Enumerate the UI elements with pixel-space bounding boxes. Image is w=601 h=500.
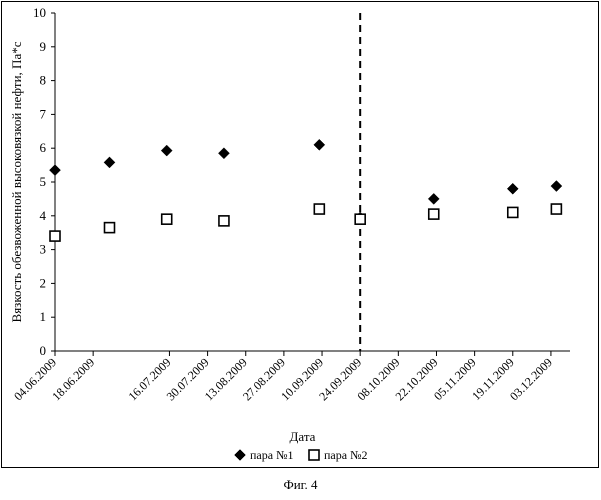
series-2-point: [104, 223, 114, 233]
chart-svg: 01234567891004.06.200918.06.200916.07.20…: [0, 0, 601, 470]
figure-caption: Фиг. 4: [0, 477, 601, 493]
y-tick-label: 7: [40, 106, 47, 121]
x-axis-title: Дата: [290, 429, 316, 444]
y-tick-label: 6: [40, 140, 47, 155]
y-tick-label: 1: [40, 309, 47, 324]
outer-frame: [2, 2, 599, 468]
series-1-point: [218, 148, 229, 159]
y-tick-label: 5: [40, 174, 47, 189]
series-2-point: [551, 204, 561, 214]
series-1-point: [50, 165, 61, 176]
y-tick-label: 3: [40, 242, 47, 257]
series-1-point: [104, 157, 115, 168]
series-2-point: [219, 216, 229, 226]
y-tick-label: 9: [40, 39, 47, 54]
y-tick-label: 8: [40, 73, 47, 88]
series-2-point: [314, 204, 324, 214]
y-tick-label: 2: [40, 275, 47, 290]
legend-label-series-1: пара №1: [250, 448, 294, 462]
legend-marker-series-1: [235, 450, 246, 461]
series-2-point: [50, 231, 60, 241]
series-2-point: [162, 214, 172, 224]
series-1-point: [161, 145, 172, 156]
series-1-point: [551, 181, 562, 192]
series-1-point: [314, 139, 325, 150]
series-2-point: [429, 209, 439, 219]
series-1-point: [428, 193, 439, 204]
y-axis-title: Вязкость обезвоженной высоковязкой нефти…: [9, 41, 24, 322]
series-1-point: [507, 183, 518, 194]
series-2-point: [355, 214, 365, 224]
y-tick-label: 0: [40, 343, 47, 358]
y-tick-label: 10: [33, 5, 46, 20]
series-2-point: [508, 207, 518, 217]
y-tick-label: 4: [40, 208, 47, 223]
legend-label-series-2: пара №2: [324, 448, 368, 462]
legend-marker-series-2: [309, 450, 319, 460]
